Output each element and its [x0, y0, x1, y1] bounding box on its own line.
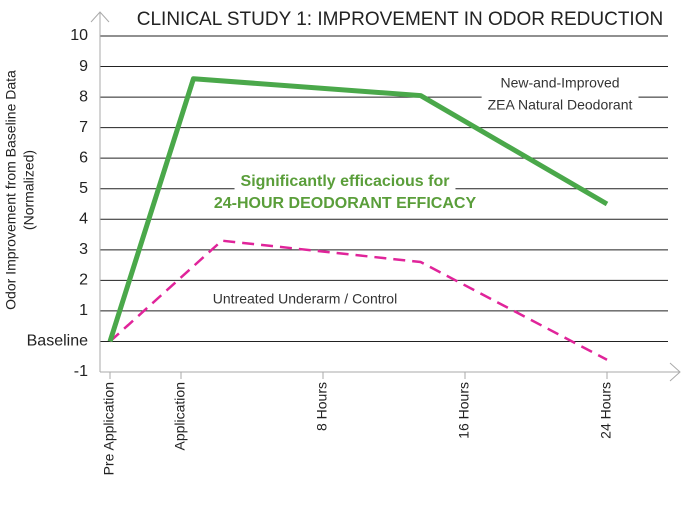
- x-tick-label: Pre Application: [101, 382, 117, 475]
- annotation: 24-HOUR DEODORANT EFFICACY: [214, 195, 477, 212]
- x-tick-label: Application: [172, 382, 188, 451]
- x-tick-label: 24 Hours: [598, 382, 614, 439]
- y-tick-label: 9: [79, 58, 88, 75]
- y-axis-label: (Normalized): [21, 150, 37, 230]
- y-axis: [90, 11, 110, 372]
- y-tick-label: 5: [79, 180, 88, 197]
- chart-title: CLINICAL STUDY 1: IMPROVEMENT IN ODOR RE…: [137, 9, 663, 30]
- y-tick-label: 6: [79, 149, 88, 166]
- y-axis-label: Odor Improvement from Baseline Data: [3, 70, 19, 310]
- x-tick-label: 16 Hours: [456, 382, 472, 439]
- annotation: New-and-Improved: [500, 75, 619, 91]
- annotation: Untreated Underarm / Control: [213, 291, 397, 307]
- y-tick-label: 3: [79, 241, 88, 258]
- annotation: ZEA Natural Deodorant: [488, 97, 633, 113]
- y-tick-label: -1: [74, 363, 88, 380]
- annotation-bg: [494, 72, 626, 93]
- annotation: Significantly efficacious for: [241, 173, 450, 190]
- x-tick-label: 8 Hours: [314, 382, 330, 431]
- x-axis: [100, 362, 681, 382]
- y-tick-label: 4: [79, 210, 88, 227]
- annotation-bg: [481, 94, 639, 115]
- y-tick-label: 7: [79, 119, 88, 136]
- y-tick-label: 10: [70, 27, 88, 44]
- series-line: [107, 76, 609, 343]
- y-tick-label: Baseline: [27, 333, 88, 350]
- y-tick-label: 8: [79, 88, 88, 105]
- annotation-bg: [207, 193, 483, 215]
- annotation-bg: [206, 288, 404, 309]
- series-line: [109, 239, 608, 361]
- annotation-bg: [234, 171, 456, 193]
- y-tick-label: 1: [79, 302, 88, 319]
- y-tick-label: 2: [79, 272, 88, 289]
